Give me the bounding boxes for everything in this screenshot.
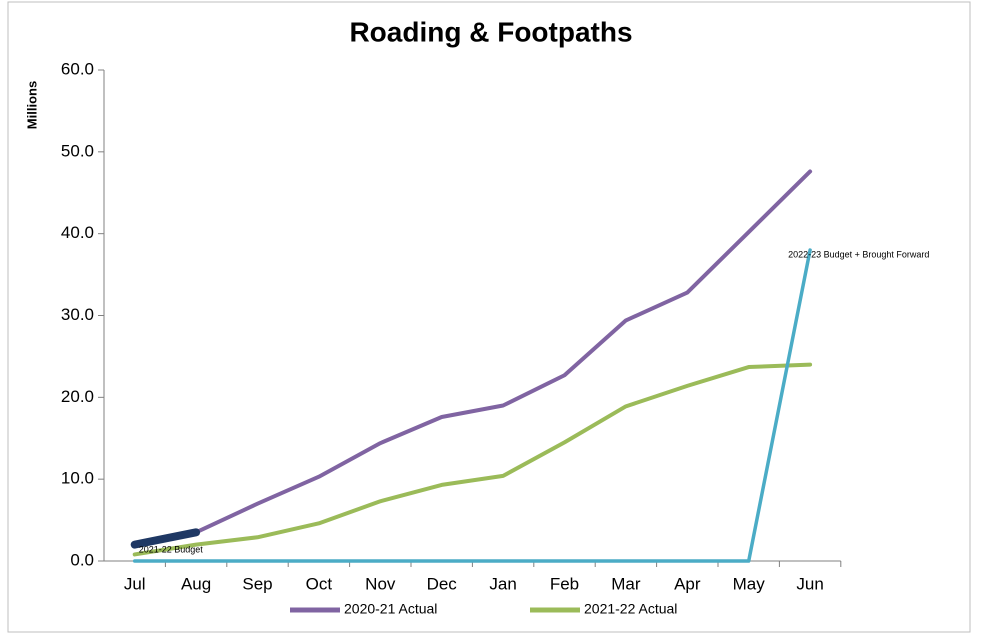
series-line — [132, 248, 812, 563]
x-tick-label: Dec — [427, 574, 458, 593]
chart-frame — [7, 1, 971, 633]
x-tick-label: Mar — [611, 574, 641, 593]
legend-label: 2020-21 Actual — [344, 601, 437, 617]
y-tick-label: 60.0 — [61, 59, 94, 78]
series-line — [132, 169, 813, 547]
x-tick-label: Oct — [306, 574, 333, 593]
x-tick-label: Sep — [242, 574, 272, 593]
y-axis-label: Millions — [24, 81, 39, 129]
x-tick-label: Jul — [124, 574, 146, 593]
y-tick-label: 0.0 — [70, 550, 94, 569]
x-tick-label: Feb — [550, 574, 579, 593]
x-tick-label: Jun — [796, 574, 823, 593]
y-tick-label: 20.0 — [61, 387, 94, 406]
legend-label: 2021-22 Actual — [584, 601, 677, 617]
x-tick-label: May — [733, 574, 766, 593]
series-line — [130, 528, 201, 549]
annotation: 2021-22 Budget — [139, 544, 204, 554]
annotation: 2022-23 Budget + Brought Forward — [788, 249, 929, 259]
y-tick-label: 40.0 — [61, 223, 94, 242]
x-tick-label: Nov — [365, 574, 396, 593]
y-tick-label: 10.0 — [61, 469, 94, 488]
series-line — [132, 362, 813, 557]
x-tick-label: Jan — [489, 574, 516, 593]
y-tick-label: 50.0 — [61, 141, 94, 160]
chart-title: Roading & Footpaths — [349, 16, 632, 47]
x-tick-label: Aug — [181, 574, 211, 593]
x-tick-label: Apr — [674, 574, 701, 593]
y-tick-label: 30.0 — [61, 305, 94, 324]
